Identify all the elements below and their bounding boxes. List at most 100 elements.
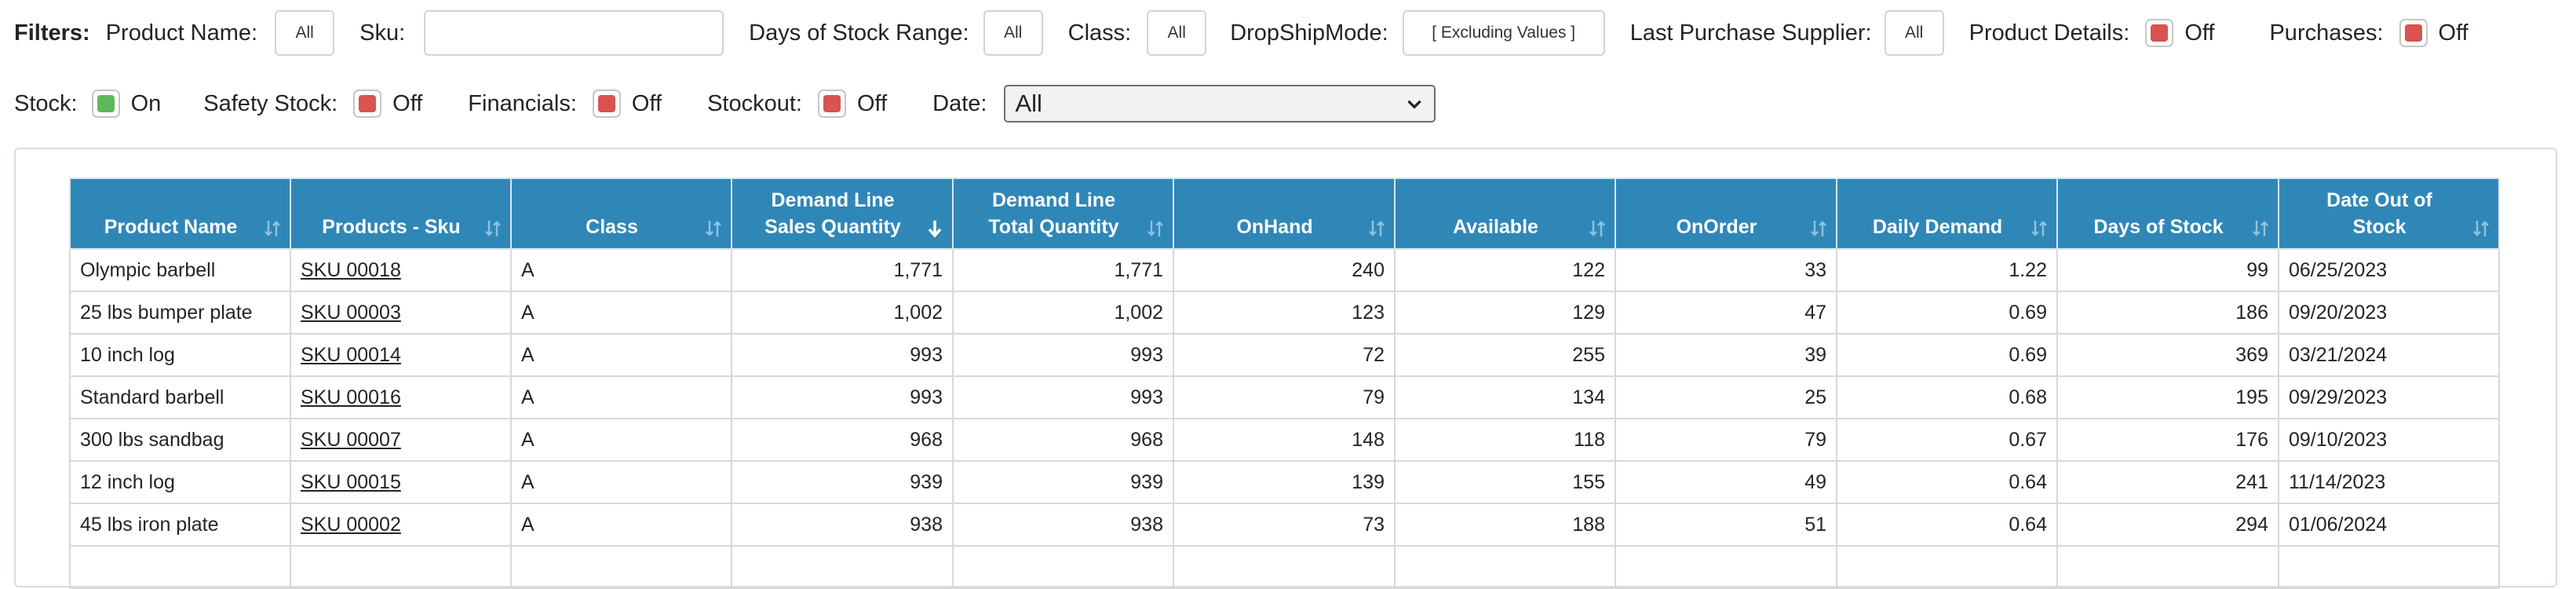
financials-state: Off [631, 90, 662, 116]
sku-link[interactable]: SKU 00002 [301, 513, 401, 536]
table-cell: 09/29/2023 [2278, 375, 2500, 419]
table-cell: 45 lbs iron plate [69, 503, 291, 547]
table-row[interactable]: 10 inch log SKU 00014 A 993 993 72 255 39 0.69 36… [69, 333, 2500, 377]
column-header[interactable]: Products - Sku [290, 177, 512, 250]
column-header[interactable]: Demand Line Total Quantity [952, 177, 1174, 250]
sku-link[interactable]: SKU 00015 [301, 470, 401, 493]
column-header[interactable]: OnOrder [1615, 177, 1837, 250]
column-header-line: Daily Demand [1872, 216, 2003, 238]
table-row[interactable]: Olympic barbell SKU 00018 A 1,771 1,771 240 12… [69, 248, 2500, 292]
stockout-label: Stockout: [707, 90, 802, 116]
table-cell: 0.69 [1836, 291, 2058, 335]
supplier-filter-button[interactable]: All [1884, 10, 1944, 56]
table-cell: 968 [731, 418, 954, 462]
column-header-label: Date Out of Stock [2289, 187, 2489, 240]
days-range-filter-button[interactable]: All [983, 10, 1043, 56]
table-cell: 1,002 [731, 291, 954, 335]
column-header-label: OnHand [1184, 187, 1385, 240]
table-cell: 139 [1173, 460, 1396, 504]
purchases-toggle[interactable] [2399, 19, 2428, 47]
table-cell: SKU 00014 [290, 333, 512, 377]
table-cell: 993 [731, 333, 954, 377]
table-cell [510, 545, 732, 589]
column-header-label: OnOrder [1626, 187, 1826, 240]
class-filter-button[interactable]: All [1147, 10, 1207, 56]
column-header-line: Sales Quantity [764, 216, 901, 238]
sku-link[interactable]: SKU 00003 [301, 301, 401, 324]
table-cell: SKU 00015 [290, 460, 512, 504]
column-header-line: Stock [2352, 216, 2406, 238]
table-row[interactable] [69, 545, 2500, 589]
table-cell: Olympic barbell [69, 248, 291, 292]
product-name-filter-button[interactable]: All [275, 10, 335, 56]
sku-link[interactable]: SKU 00007 [301, 428, 401, 451]
table-cell: 0.69 [1836, 333, 2058, 377]
sku-link[interactable]: SKU 00016 [301, 386, 401, 408]
safety-stock-state: Off [392, 90, 423, 116]
sku-link[interactable]: SKU 00014 [301, 343, 401, 366]
column-header-label: Class [521, 187, 721, 240]
financials-label: Financials: [468, 90, 577, 116]
dropship-filter-button[interactable]: [ Excluding Values ] [1402, 10, 1605, 56]
column-header[interactable]: Date Out of Stock [2278, 177, 2500, 250]
column-header-line: OnOrder [1676, 216, 1757, 238]
product-details-toggle[interactable] [2145, 19, 2174, 47]
table-cell: 79 [1173, 375, 1396, 419]
product-details-state: Off [2184, 20, 2215, 46]
toggle-indicator [2404, 24, 2422, 42]
table-cell: 155 [1394, 460, 1616, 504]
table-cell: 300 lbs sandbag [69, 418, 291, 462]
table-cell: 968 [952, 418, 1174, 462]
stock-table: Product Name Products - Sku Class Demand Li… [69, 177, 2500, 589]
table-row[interactable]: 25 lbs bumper plate SKU 00003 A 1,002 1,002 1… [69, 291, 2500, 335]
column-header[interactable]: OnHand [1173, 177, 1396, 250]
table-cell: 255 [1394, 333, 1616, 377]
table-cell: 993 [952, 375, 1174, 419]
table-cell: 123 [1173, 291, 1396, 335]
table-cell: 939 [952, 460, 1174, 504]
column-header[interactable]: Available [1394, 177, 1616, 250]
column-header-line: OnHand [1236, 216, 1313, 238]
table-cell: 240 [1173, 248, 1396, 292]
filters-title: Filters: [14, 20, 90, 46]
filters-bar: Filters: Product Name: All Sku: Days of … [0, 0, 2576, 157]
table-cell: 0.67 [1836, 418, 2058, 462]
column-header[interactable]: Class [510, 177, 732, 250]
sort-icon [1369, 221, 1385, 236]
date-label: Date: [932, 90, 987, 116]
table-cell [1836, 545, 2058, 589]
column-header[interactable]: Product Name [69, 177, 291, 250]
sku-input[interactable] [424, 10, 724, 56]
column-header-label: Products - Sku [301, 187, 501, 240]
safety-stock-toggle[interactable] [353, 90, 382, 118]
filters-row-1: Filters: Product Name: All Sku: Days of … [14, 9, 2468, 57]
table-cell: 25 [1615, 375, 1837, 419]
table-cell: 186 [2056, 291, 2279, 335]
stockout-toggle[interactable] [817, 90, 846, 118]
toggle-indicator [597, 95, 615, 112]
toggle-indicator [2151, 24, 2169, 42]
table-row[interactable]: 300 lbs sandbag SKU 00007 A 968 968 148 118 79 0… [69, 418, 2500, 462]
table-cell: 1,771 [952, 248, 1174, 292]
column-header[interactable]: Demand Line Sales Quantity [731, 177, 954, 250]
table-row[interactable]: 45 lbs iron plate SKU 00002 A 938 938 73 188 51… [69, 503, 2500, 547]
table-cell: A [510, 460, 732, 504]
column-header[interactable]: Daily Demand [1836, 177, 2058, 250]
sort-icon [2253, 221, 2268, 236]
sort-icon [485, 221, 501, 236]
table-row[interactable]: Standard barbell SKU 00016 A 993 993 79 134 25 0… [69, 375, 2500, 419]
sku-link[interactable]: SKU 00018 [301, 258, 401, 281]
column-header-line: Days of Stock [2093, 216, 2224, 238]
product-name-label: Product Name: [105, 20, 258, 46]
table-cell: 79 [1615, 418, 1837, 462]
table-row[interactable]: 12 inch log SKU 00015 A 939 939 139 155 49 0.64 2… [69, 460, 2500, 504]
table-cell: 01/06/2024 [2278, 503, 2500, 547]
date-select[interactable]: All [1004, 85, 1436, 123]
column-header[interactable]: Days of Stock [2056, 177, 2279, 250]
table-cell: 09/20/2023 [2278, 291, 2500, 335]
class-label: Class: [1067, 20, 1132, 46]
column-header-label: Days of Stock [2067, 187, 2268, 240]
financials-toggle[interactable] [592, 90, 621, 118]
table-cell: 122 [1394, 248, 1616, 292]
stock-toggle[interactable] [91, 90, 120, 118]
